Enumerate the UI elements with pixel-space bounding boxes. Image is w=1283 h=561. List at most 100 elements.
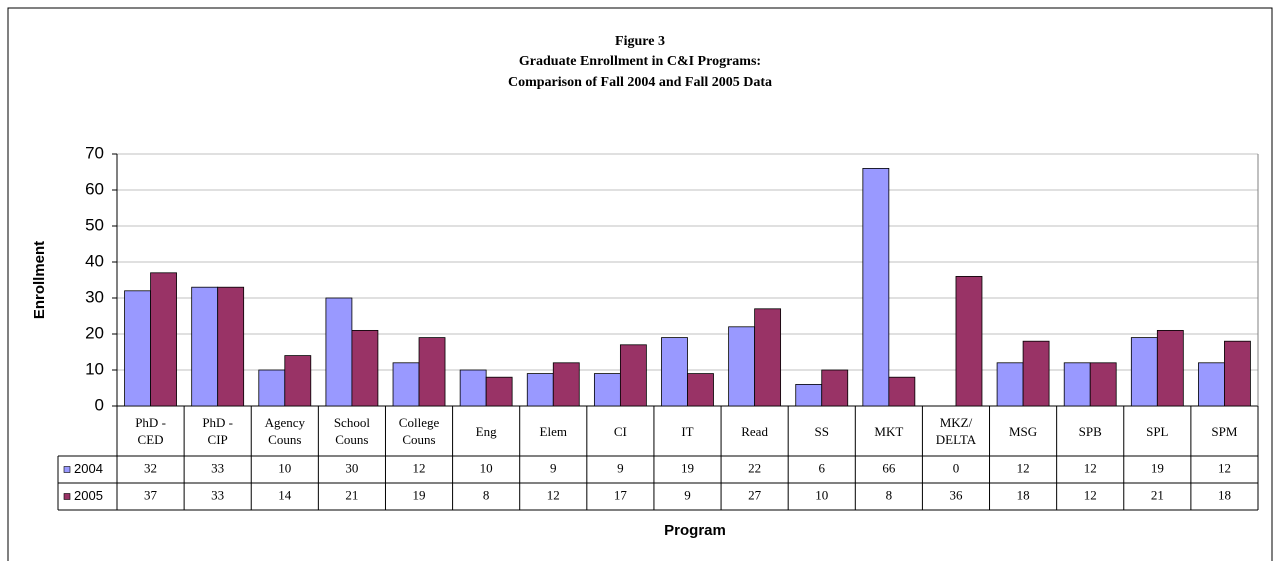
table-value: 36 [949,487,963,502]
bar [619,344,647,407]
y-tick-label: 60 [85,179,104,198]
legend-key [63,493,71,500]
bar [754,308,782,407]
bar [217,286,245,407]
table-value: 10 [480,460,493,475]
table-value: 22 [748,460,761,475]
bar [687,373,714,407]
table-value: 33 [211,487,224,502]
table-value: 19 [681,460,694,475]
bar [728,326,756,407]
bar [124,290,151,407]
table-value: 6 [818,460,825,475]
table-value: 18 [1218,487,1231,502]
bar [526,373,554,407]
x-tick-label: Agency Couns [264,415,305,447]
bar [1198,362,1225,407]
table-value: 12 [1084,487,1097,502]
x-tick-label: SS [814,423,829,439]
table-value: 12 [1084,460,1097,475]
bar [1130,337,1158,407]
bar [392,362,420,407]
table-value: 19 [413,487,426,502]
bar [661,337,688,407]
chart-title: Comparison of Fall 2004 and Fall 2005 Da… [508,75,772,90]
y-tick-label: 50 [85,215,104,234]
y-tick-label: 40 [85,251,104,270]
x-tick-label: PhD - CIP [202,415,234,447]
y-tick-label: 20 [85,323,104,342]
table-value: 8 [483,487,490,502]
x-category-cell: MSG [1008,423,1038,439]
x-tick-label: IT [681,423,694,439]
table-value: 9 [617,460,624,475]
x-tick-label: Eng [475,423,497,439]
x-category-cell: SS [814,423,829,439]
bar [459,369,487,407]
table-value: 9 [550,460,557,475]
bar [996,362,1024,407]
table-value: 66 [882,460,896,475]
table-value: 10 [278,460,291,475]
x-axis-label: Program [664,522,726,539]
bar [888,376,916,407]
x-tick-label: MSG [1008,423,1038,439]
bar [1224,340,1251,407]
table-value: 27 [748,487,762,502]
x-category-cell: School Couns [334,415,370,447]
legend-label: 2004 [74,461,103,476]
chart-title: Figure 3 [615,34,665,49]
x-category-cell: Agency Couns [264,415,305,447]
bar [795,383,823,407]
table-value: 12 [413,460,426,475]
x-tick-label: CI [613,423,627,439]
x-tick-label: PhD - CED [135,415,166,447]
table-value: 19 [1151,460,1164,475]
table-value: 18 [1017,487,1030,502]
table-value: 32 [144,460,157,475]
bar [351,329,379,407]
table-value: 21 [1151,487,1164,502]
table-value: 0 [953,460,960,475]
y-tick-label: 70 [85,143,104,162]
legend-key [63,466,71,473]
bar [150,272,177,407]
legend-label: 2005 [74,488,103,503]
x-category-cell: Eng [475,423,497,439]
x-tick-label: SPM [1211,423,1238,439]
table-value: 8 [886,487,893,502]
chart-title: Graduate Enrollment in C&I Programs: [519,54,761,69]
table-value: 21 [345,487,358,502]
x-tick-label: SPL [1146,423,1169,439]
x-category-cell: SPB [1078,423,1102,439]
x-tick-label: MKZ/ DELTA [935,415,977,447]
bar [418,337,446,407]
x-tick-label: SPB [1078,423,1102,439]
x-tick-label: Read [741,423,768,439]
x-category-cell: PhD - CIP [202,415,234,447]
y-tick-label: 30 [85,287,104,306]
x-category-cell: CI [613,423,627,439]
x-category-cell: Read [741,423,768,439]
x-category-cell: SPL [1146,423,1169,439]
bar [593,373,621,407]
x-category-cell: MKZ/ DELTA [935,415,977,447]
table-value: 9 [684,487,691,502]
bar [284,355,312,407]
bar [1022,340,1050,407]
bar [325,297,353,407]
table-value: 37 [144,487,158,502]
x-tick-label: College Couns [398,415,440,447]
table-value: 17 [614,487,628,502]
x-category-cell: IT [681,423,694,439]
table-value: 30 [345,460,358,475]
x-category-cell: Elem [539,423,567,439]
x-category-cell: SPM [1211,423,1238,439]
x-tick-label: Elem [539,423,567,439]
y-axis-label: Enrollment [31,241,48,319]
y-tick-label: 0 [95,395,104,414]
chart-frame [7,7,1273,561]
table-value: 12 [1017,460,1030,475]
bar [1089,362,1117,407]
